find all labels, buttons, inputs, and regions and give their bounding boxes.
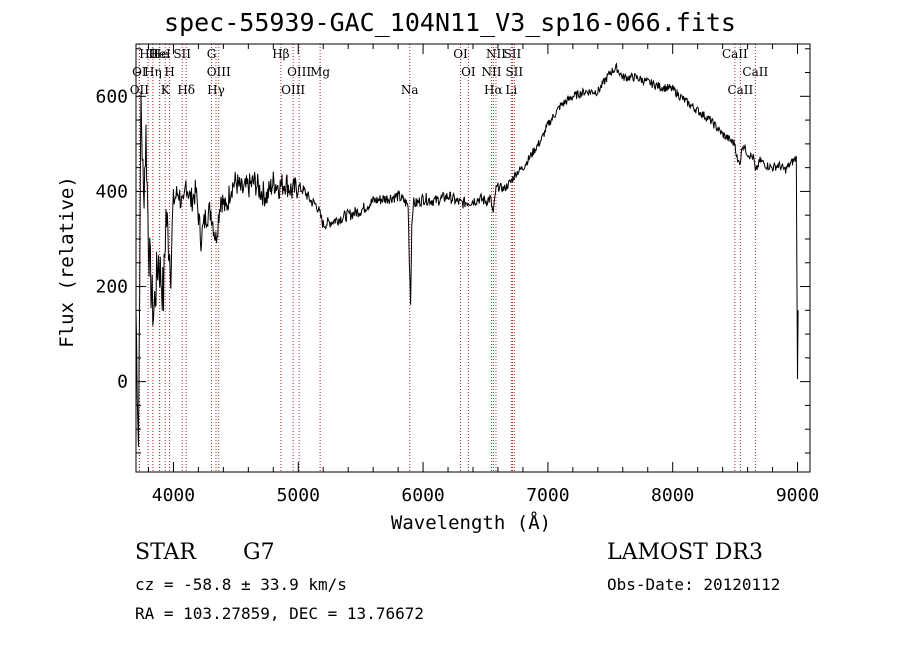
line-marker-label-10: OIII — [207, 65, 231, 79]
y-tick-label-400: 400 — [95, 181, 128, 202]
line-marker-label-19: OI — [461, 65, 476, 79]
object-class: STAR — [135, 540, 196, 565]
line-marker-label-16: Mg — [310, 65, 330, 79]
line-marker-group — [138, 44, 756, 472]
line-marker-label-0: Hθ — [139, 47, 157, 61]
line-marker-label-27: CaII — [722, 47, 748, 61]
axes-frame — [135, 43, 811, 473]
y-tick-label-600: 600 — [95, 86, 128, 107]
line-marker-label-13: OIII — [287, 65, 311, 79]
sky-coordinates: RA = 103.27859, DEC = 13.76672 — [135, 604, 424, 623]
line-marker-labels: Hθ OI OII He Hη K HeI HHδ SII OIII Hγ G OIII OIII Hβ Mg… — [130, 47, 769, 97]
plot-frame — [135, 43, 811, 473]
chart-title: spec-55939-GAC_104N11_V3_sp16-066.fits — [164, 8, 736, 37]
line-marker-label-18: OI — [453, 47, 468, 61]
line-marker-label-4: Hη — [144, 65, 162, 79]
object-subclass: G7 — [243, 540, 275, 565]
line-marker-label-25: SII — [505, 65, 523, 79]
line-marker-label-8: Hδ — [177, 83, 195, 97]
x-tick-label-7000: 7000 — [526, 485, 569, 506]
y-axis-ticks: 0 200 400 600 — [95, 48, 810, 454]
line-marker-label-7: H — [164, 65, 174, 79]
x-tick-label-6000: 6000 — [401, 485, 444, 506]
x-tick-label-4000: 4000 — [152, 485, 195, 506]
line-marker-label-12: G — [207, 47, 217, 61]
line-marker-label-24: NII — [486, 47, 506, 61]
line-marker-label-11: Hγ — [207, 83, 225, 97]
spectrum-line — [135, 62, 799, 447]
line-marker-label-2: OII — [130, 83, 150, 97]
observation-date: Obs-Date: 20120112 — [607, 575, 781, 594]
line-marker-label-20: Hα — [484, 83, 503, 97]
line-marker-label-22: NII — [481, 65, 501, 79]
x-tick-label-8000: 8000 — [651, 485, 694, 506]
line-marker-label-21: SII — [504, 47, 522, 61]
line-marker-label-17: Na — [401, 83, 419, 97]
line-marker-label-15: Hβ — [272, 47, 289, 61]
x-tick-label-9000: 9000 — [776, 485, 819, 506]
line-marker-label-9: SII — [173, 47, 191, 61]
line-marker-label-28: CaII — [742, 65, 768, 79]
line-marker-label-26: CaII — [727, 83, 753, 97]
survey-name: LAMOST DR3 — [607, 540, 763, 565]
y-tick-label-0: 0 — [117, 372, 128, 393]
y-axis-label: Flux (relative) — [56, 176, 78, 348]
x-axis-label: Wavelength (Å) — [391, 511, 551, 534]
x-tick-label-5000: 5000 — [277, 485, 320, 506]
line-marker-label-3: He — [151, 47, 169, 61]
line-marker-label-14: OIII — [281, 83, 305, 97]
spectrum-series — [135, 62, 799, 447]
line-marker-label-23: Li — [505, 83, 517, 97]
x-axis-ticks: 4000 5000 6000 7000 8000 9000 — [147, 44, 819, 506]
redshift-velocity: cz = -58.8 ± 33.9 km/s — [135, 575, 347, 594]
line-marker-label-6: HeI — [148, 47, 171, 61]
line-marker-label-5: K — [161, 83, 171, 97]
y-tick-label-200: 200 — [95, 277, 128, 298]
